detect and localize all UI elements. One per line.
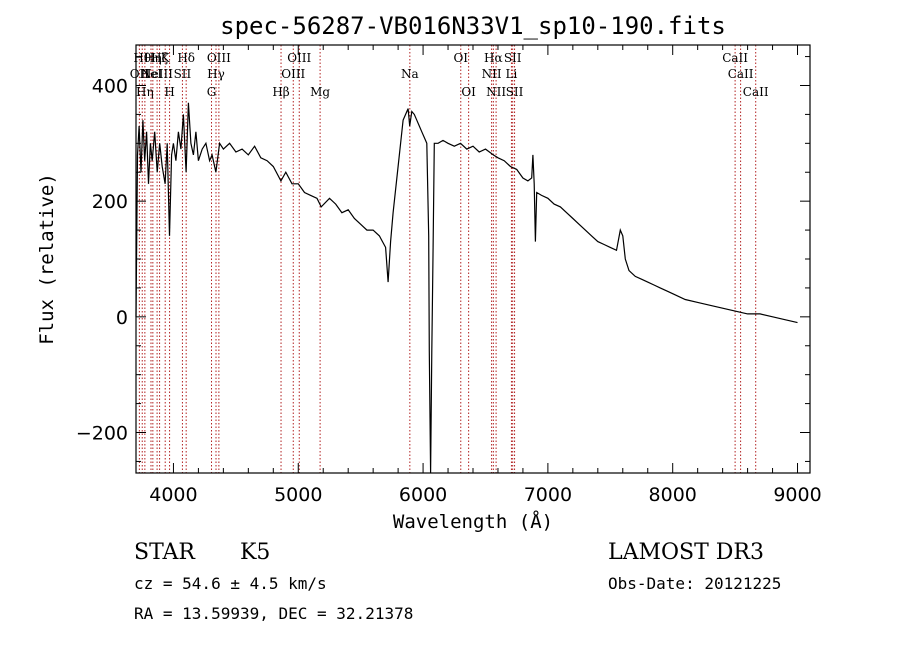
line-marker-label: Hη xyxy=(136,85,154,99)
plot-frame xyxy=(135,44,811,474)
y-axis-label: Flux (relative) xyxy=(36,173,58,345)
redshift-cz: cz = 54.6 ± 4.5 km/s xyxy=(134,574,327,593)
line-marker-label: CaII xyxy=(722,51,748,65)
line-marker-label: CaII xyxy=(728,67,754,81)
spectral-subclass: K5 xyxy=(240,540,271,565)
line-marker-label: OI xyxy=(453,51,468,65)
observation-date: Obs-Date: 20121225 xyxy=(608,574,782,593)
x-tick-label: 9000 xyxy=(773,484,821,506)
line-marker-label: SII xyxy=(504,51,522,65)
line-marker-label: Mg xyxy=(310,85,330,99)
survey-label: LAMOST DR3 xyxy=(608,540,764,565)
line-marker-label: OIII xyxy=(207,51,231,65)
x-tick-label: 8000 xyxy=(649,484,697,506)
line-marker-label: OIII xyxy=(281,67,305,81)
line-marker-label: Hγ xyxy=(207,67,225,81)
line-marker-label: Na xyxy=(401,67,419,81)
line-marker-label: H xyxy=(164,85,174,99)
line-marker-label: Hη xyxy=(144,51,162,65)
line-marker-label: Hθ xyxy=(133,51,151,65)
line-marker-label: G xyxy=(207,85,217,99)
emission-line-labels: OIIHθHηHeIHηNeIIIHζKHSIIHδGHγOIIIHβOIIIO… xyxy=(130,51,769,99)
spectral-class: STAR xyxy=(134,540,195,565)
line-marker-label: OI xyxy=(461,85,476,99)
x-tick-label: 7000 xyxy=(524,484,572,506)
line-marker-label: SII xyxy=(506,85,524,99)
line-marker-label: Hζ xyxy=(151,51,168,65)
line-marker-label: CaII xyxy=(743,85,769,99)
y-tick-label: 200 xyxy=(92,191,128,213)
line-marker-label: OII xyxy=(130,67,150,81)
y-tick-label: −200 xyxy=(76,423,128,445)
line-marker-label: NeIII xyxy=(141,67,173,81)
spectrum-line xyxy=(135,102,798,474)
line-marker-label: K xyxy=(161,51,171,65)
x-axis-label: Wavelength (Å) xyxy=(393,510,553,533)
line-marker-label: SII xyxy=(174,67,192,81)
line-marker-label: NII xyxy=(482,67,502,81)
sky-coordinates: RA = 13.59939, DEC = 32.21378 xyxy=(134,604,414,623)
chart-title: spec-56287-VB016N33V1_sp10-190.fits xyxy=(220,12,726,40)
x-tick-label: 5000 xyxy=(274,484,322,506)
line-marker-label: NII xyxy=(486,85,506,99)
line-marker-label: HeI xyxy=(140,67,163,81)
line-marker-label: Li xyxy=(506,67,518,81)
y-tick-label: 400 xyxy=(92,75,128,97)
line-marker-label: Hβ xyxy=(272,85,289,99)
axis-ticks: 4000 5000 6000 7000 8000 9000 −200 0 200 400 xyxy=(76,45,822,506)
emission-line-markers xyxy=(138,45,757,473)
x-tick-label: 4000 xyxy=(149,484,197,506)
y-tick-label: 0 xyxy=(116,307,128,329)
line-marker-label: Hδ xyxy=(177,51,195,65)
line-marker-label: Hα xyxy=(484,51,503,65)
line-marker-label: OIII xyxy=(287,51,311,65)
x-tick-label: 6000 xyxy=(399,484,447,506)
